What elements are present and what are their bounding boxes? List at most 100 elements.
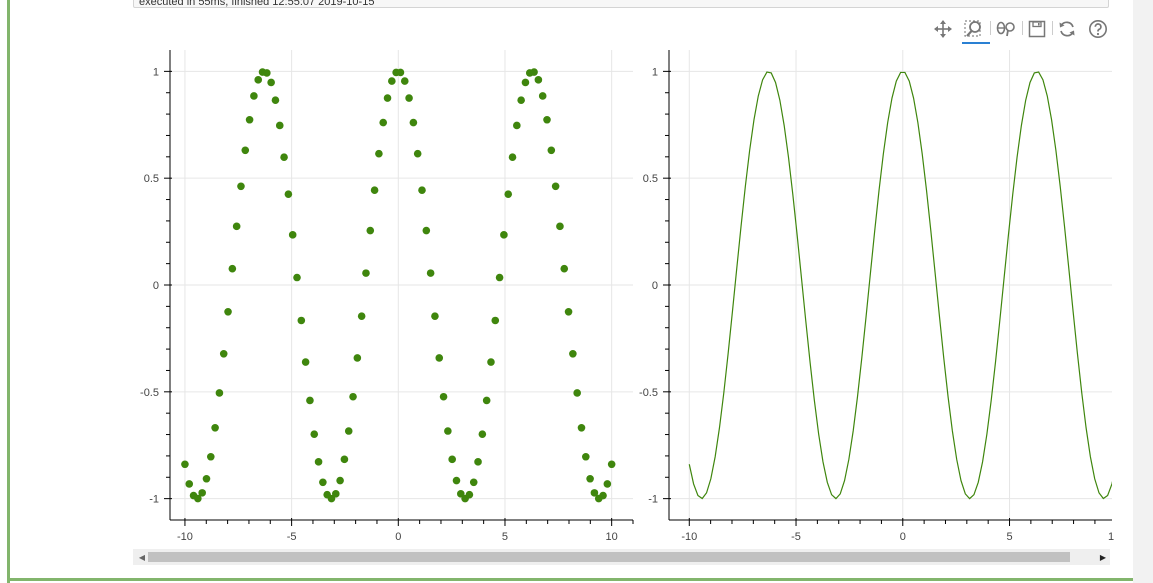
data-point xyxy=(388,77,396,85)
help-tool-button[interactable] xyxy=(1085,16,1111,42)
data-point xyxy=(452,476,461,485)
data-point xyxy=(254,76,263,84)
data-point xyxy=(517,96,525,105)
data-point xyxy=(590,489,599,497)
data-point xyxy=(340,455,349,464)
data-point xyxy=(194,494,202,503)
data-point xyxy=(310,430,319,438)
data-point xyxy=(551,182,560,191)
y-tick-label: -0.5 xyxy=(140,387,159,399)
data-point xyxy=(263,69,271,77)
data-point xyxy=(267,78,275,87)
scatter-plot[interactable]: -10 -5 0 5 10 1 0.5 0 -0.5 -1 xyxy=(133,40,635,550)
x-tick-label: 10 xyxy=(606,531,618,543)
data-point xyxy=(383,94,392,102)
scroll-left-arrow[interactable]: ◀ xyxy=(135,549,149,565)
grid-lines xyxy=(669,50,1112,520)
data-point xyxy=(603,480,612,488)
data-point xyxy=(306,396,314,405)
data-point xyxy=(569,349,577,358)
x-tick-label: -10 xyxy=(681,531,697,543)
x-tick-label: -5 xyxy=(287,531,297,543)
data-point xyxy=(469,478,478,487)
x-tick-label: 5 xyxy=(1006,531,1012,543)
x-tick-label: 5 xyxy=(502,531,508,543)
pan-tool-button[interactable] xyxy=(930,16,956,42)
data-point xyxy=(314,458,323,466)
scroll-thumb[interactable] xyxy=(148,552,1070,562)
data-point xyxy=(556,222,564,231)
x-tick-label: 0 xyxy=(395,531,401,543)
data-point xyxy=(206,452,215,461)
data-point xyxy=(491,316,500,325)
line-plot[interactable]: -10 -5 0 5 1 1 0.5 0 -0.5 -1 xyxy=(635,40,1114,550)
data-point xyxy=(344,427,353,435)
help-icon xyxy=(1089,20,1107,38)
data-point xyxy=(439,392,448,401)
data-point xyxy=(418,186,426,195)
data-point xyxy=(271,96,280,105)
data-point xyxy=(413,149,422,158)
data-point xyxy=(215,389,224,397)
scatter-points xyxy=(181,68,616,503)
y-tick-label: -1 xyxy=(648,494,658,506)
data-point xyxy=(547,146,556,155)
data-point xyxy=(482,396,491,405)
data-point xyxy=(474,458,482,466)
data-point xyxy=(280,153,288,162)
scroll-right-icon: ▶ xyxy=(1099,552,1107,562)
data-point xyxy=(366,226,375,235)
data-point xyxy=(504,190,513,198)
data-point xyxy=(224,308,232,316)
data-point xyxy=(198,489,206,497)
data-point xyxy=(181,460,189,469)
pan-icon xyxy=(934,20,952,38)
data-point xyxy=(573,389,581,397)
y-tick-label: -1 xyxy=(149,494,159,506)
data-point xyxy=(185,480,194,488)
data-point xyxy=(275,121,284,130)
data-point xyxy=(422,226,431,235)
data-point xyxy=(500,231,508,239)
cell-bottom-border xyxy=(7,578,1133,581)
data-point xyxy=(431,312,439,320)
wheel-zoom-tool-button[interactable] xyxy=(993,16,1019,42)
save-tool-button[interactable] xyxy=(1024,16,1050,42)
data-point xyxy=(495,273,504,282)
data-point xyxy=(426,269,435,277)
y-tick-label: 0 xyxy=(652,280,658,292)
plot-toolbar xyxy=(930,14,1112,44)
data-point xyxy=(564,308,573,316)
y-tick-label: -0.5 xyxy=(639,387,658,399)
box-zoom-icon xyxy=(964,20,981,37)
horizontal-scrollbar[interactable]: ◀ ▶ xyxy=(133,549,1110,565)
data-point xyxy=(586,474,594,483)
y-tick-label: 1 xyxy=(153,66,159,78)
toolbar-separator xyxy=(1052,21,1053,35)
toolbar-separator xyxy=(990,21,991,35)
data-point xyxy=(577,423,586,432)
data-point xyxy=(521,78,530,87)
reset-icon xyxy=(1059,21,1075,37)
right-margin xyxy=(1133,0,1153,583)
data-point xyxy=(284,190,293,198)
data-point xyxy=(250,92,258,100)
data-point xyxy=(228,264,237,273)
data-point xyxy=(582,452,590,461)
data-point xyxy=(400,77,409,85)
box-zoom-tool-button[interactable] xyxy=(961,16,990,44)
data-point xyxy=(353,354,362,362)
data-point xyxy=(362,269,370,277)
data-point xyxy=(465,490,474,499)
data-point xyxy=(513,121,521,130)
y-tick-label: 0 xyxy=(153,280,159,292)
grid-lines xyxy=(170,50,633,520)
reset-tool-button[interactable] xyxy=(1054,16,1080,42)
data-point xyxy=(379,118,388,127)
save-icon xyxy=(1028,20,1046,38)
data-point xyxy=(478,430,487,438)
data-point xyxy=(357,312,366,320)
scroll-right-arrow[interactable]: ▶ xyxy=(1096,549,1110,565)
scroll-left-icon: ◀ xyxy=(138,552,146,562)
y-tick-label: 0.5 xyxy=(643,173,658,185)
